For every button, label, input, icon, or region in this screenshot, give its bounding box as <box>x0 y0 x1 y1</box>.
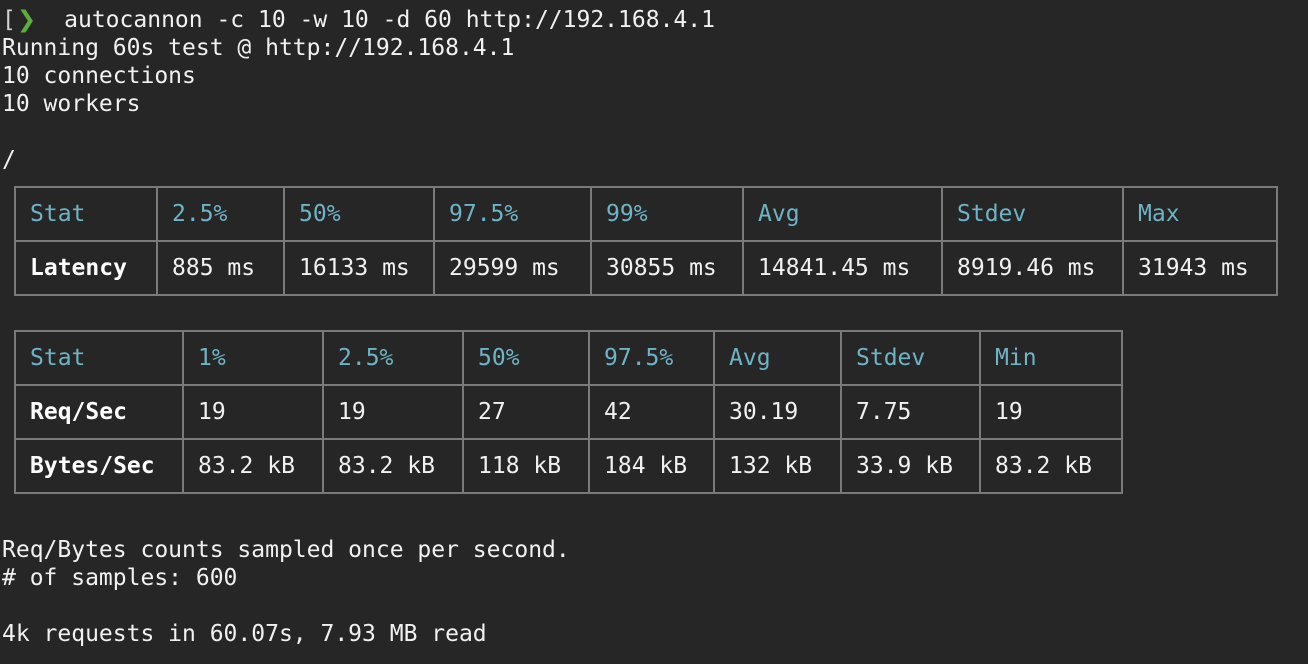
latency-value-p2_5: 885 ms <box>158 242 283 294</box>
requests-summary-line: 4k requests in 60.07s, 7.93 MB read <box>2 621 487 647</box>
latency-value-p50: 16133 ms <box>285 242 433 294</box>
throughput-header-min: Min <box>981 332 1121 384</box>
latency-value-avg: 14841.45 ms <box>744 242 941 294</box>
command-line: [❯ autocannon -c 10 -w 10 -d 60 http://19… <box>2 6 1308 34</box>
latency-header-stat: Stat <box>16 188 156 240</box>
throughput-table: Stat 1% 2.5% 50% 97.5% Avg Stdev Min Req… <box>14 330 1123 494</box>
reqsec-value-stdev: 7.75 <box>842 386 979 438</box>
command-text: autocannon -c 10 -w 10 -d 60 http://192.… <box>64 7 715 33</box>
latency-header-avg: Avg <box>744 188 941 240</box>
reqsec-value-p50: 27 <box>464 386 588 438</box>
bytessec-value-p50: 118 kB <box>464 440 588 492</box>
latency-value-max: 31943 ms <box>1124 242 1276 294</box>
bytessec-value-stdev: 33.9 kB <box>842 440 979 492</box>
reqsec-value-p1: 19 <box>184 386 322 438</box>
throughput-header-p97_5: 97.5% <box>590 332 713 384</box>
blank-line <box>2 118 1308 146</box>
throughput-header-stat: Stat <box>16 332 182 384</box>
prompt-chevron-icon: ❯ <box>16 7 37 33</box>
samples-count-line: # of samples: 600 <box>2 565 238 591</box>
blank-line <box>2 592 1308 620</box>
prompt-bracket: [ <box>2 7 16 33</box>
latency-row-label: Latency <box>16 242 156 294</box>
reqsec-value-p97_5: 42 <box>590 386 713 438</box>
connections-line: 10 connections <box>2 63 196 89</box>
bytessec-value-min: 83.2 kB <box>981 440 1121 492</box>
bytessec-value-avg: 132 kB <box>715 440 840 492</box>
throughput-header-p1: 1% <box>184 332 322 384</box>
throughput-header-stdev: Stdev <box>842 332 979 384</box>
latency-header-max: Max <box>1124 188 1276 240</box>
latency-value-p99: 30855 ms <box>592 242 742 294</box>
latency-table: Stat 2.5% 50% 97.5% 99% Avg Stdev Max La… <box>14 186 1278 296</box>
reqsec-row-label: Req/Sec <box>16 386 182 438</box>
latency-value-p97_5: 29599 ms <box>435 242 590 294</box>
reqsec-value-avg: 30.19 <box>715 386 840 438</box>
throughput-header-avg: Avg <box>715 332 840 384</box>
reqsec-value-min: 19 <box>981 386 1121 438</box>
latency-header-stdev: Stdev <box>943 188 1122 240</box>
running-test-line: Running 60s test @ http://192.168.4.1 <box>2 35 515 61</box>
throughput-header-p2_5: 2.5% <box>324 332 462 384</box>
result-summary-block: Req/Bytes counts sampled once per second… <box>2 536 1308 648</box>
latency-header-p99: 99% <box>592 188 742 240</box>
workers-line: 10 workers <box>2 91 141 117</box>
bytessec-value-p97_5: 184 kB <box>590 440 713 492</box>
latency-value-stdev: 8919.46 ms <box>943 242 1122 294</box>
reqsec-value-p2_5: 19 <box>324 386 462 438</box>
latency-header-p97_5: 97.5% <box>435 188 590 240</box>
throughput-header-p50: 50% <box>464 332 588 384</box>
request-path-line: / <box>2 147 16 173</box>
sampled-note-line: Req/Bytes counts sampled once per second… <box>2 537 570 563</box>
bytessec-row-label: Bytes/Sec <box>16 440 182 492</box>
bytessec-value-p1: 83.2 kB <box>184 440 322 492</box>
latency-header-p2_5: 2.5% <box>158 188 283 240</box>
latency-header-p50: 50% <box>285 188 433 240</box>
bytessec-value-p2_5: 83.2 kB <box>324 440 462 492</box>
